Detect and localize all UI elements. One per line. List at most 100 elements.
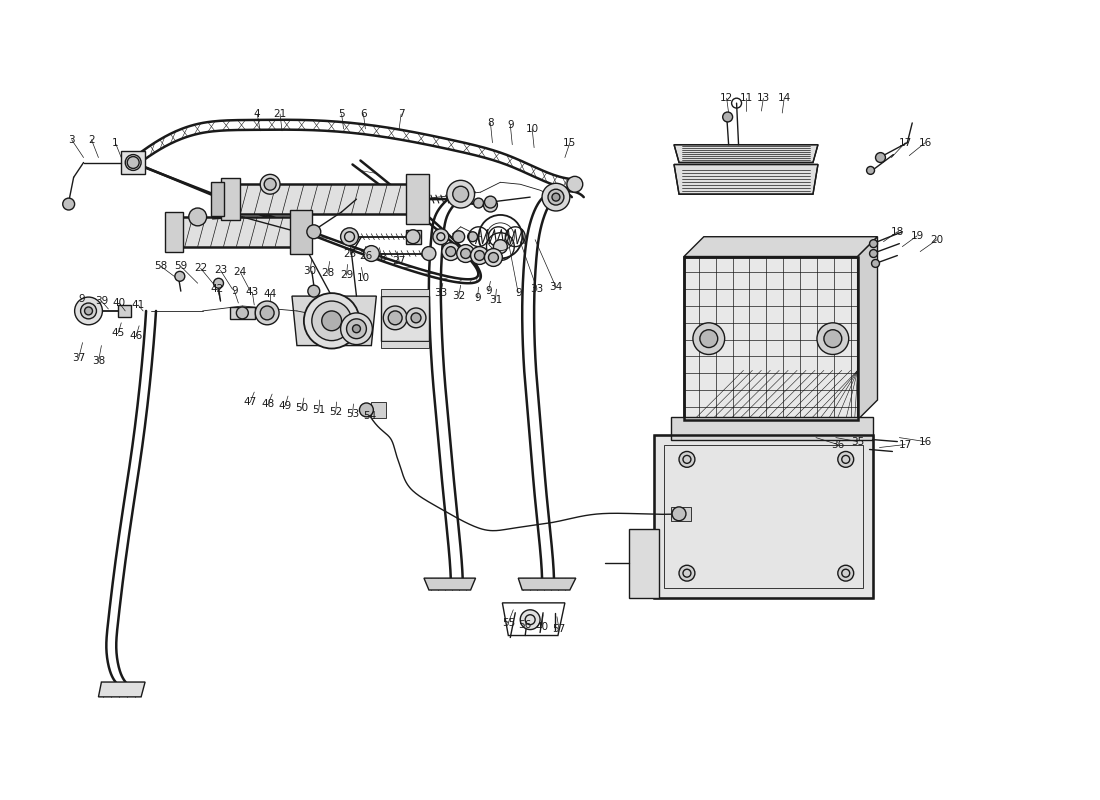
Text: 41: 41 xyxy=(132,300,145,310)
Circle shape xyxy=(304,293,360,349)
Polygon shape xyxy=(674,165,818,194)
Text: 3: 3 xyxy=(68,134,75,145)
Circle shape xyxy=(411,313,421,323)
Circle shape xyxy=(471,246,488,265)
Text: 49: 49 xyxy=(278,401,292,411)
Circle shape xyxy=(871,259,880,267)
Text: 56: 56 xyxy=(518,620,531,630)
Polygon shape xyxy=(165,212,183,251)
Circle shape xyxy=(213,278,223,288)
Text: 42: 42 xyxy=(211,284,224,294)
Polygon shape xyxy=(372,402,386,418)
Polygon shape xyxy=(406,230,421,244)
Text: 33: 33 xyxy=(530,284,543,294)
Text: 15: 15 xyxy=(563,138,576,148)
Circle shape xyxy=(474,250,484,261)
Text: 47: 47 xyxy=(244,397,257,407)
Text: 38: 38 xyxy=(91,357,106,366)
Text: 31: 31 xyxy=(488,295,502,305)
Circle shape xyxy=(383,306,407,330)
Text: 44: 44 xyxy=(264,289,277,299)
Text: 8: 8 xyxy=(379,254,386,263)
Polygon shape xyxy=(220,178,241,220)
Text: 37: 37 xyxy=(72,354,85,363)
Polygon shape xyxy=(119,305,131,317)
Polygon shape xyxy=(178,217,292,246)
Text: 58: 58 xyxy=(154,262,167,271)
Text: 10: 10 xyxy=(356,274,370,283)
Circle shape xyxy=(456,245,474,262)
Circle shape xyxy=(341,228,359,246)
Text: 53: 53 xyxy=(345,409,359,419)
Circle shape xyxy=(520,610,540,630)
Circle shape xyxy=(700,330,717,347)
Polygon shape xyxy=(382,296,429,341)
Polygon shape xyxy=(858,237,878,420)
Circle shape xyxy=(484,196,496,208)
Polygon shape xyxy=(424,578,475,590)
Circle shape xyxy=(824,330,842,347)
Circle shape xyxy=(352,325,361,333)
Circle shape xyxy=(388,311,403,325)
Text: 23: 23 xyxy=(213,266,227,275)
Polygon shape xyxy=(290,210,311,254)
Circle shape xyxy=(552,198,564,210)
Circle shape xyxy=(461,249,471,258)
Circle shape xyxy=(453,186,469,202)
Text: 29: 29 xyxy=(340,270,353,280)
Text: 6: 6 xyxy=(360,109,366,119)
Polygon shape xyxy=(230,307,255,319)
Circle shape xyxy=(488,253,498,262)
Text: 9: 9 xyxy=(78,294,85,304)
Text: 14: 14 xyxy=(778,93,791,103)
Circle shape xyxy=(189,208,207,226)
Circle shape xyxy=(870,250,878,258)
Circle shape xyxy=(870,240,878,248)
Polygon shape xyxy=(684,257,858,420)
Circle shape xyxy=(341,313,373,345)
Text: 33: 33 xyxy=(434,288,448,298)
Circle shape xyxy=(838,451,854,467)
Text: 8: 8 xyxy=(487,118,494,128)
Circle shape xyxy=(566,176,583,192)
Text: 24: 24 xyxy=(233,267,248,278)
Circle shape xyxy=(363,246,379,262)
Circle shape xyxy=(311,301,352,341)
Polygon shape xyxy=(98,682,145,697)
Text: 5: 5 xyxy=(339,109,345,119)
Text: 18: 18 xyxy=(891,226,904,237)
Polygon shape xyxy=(629,529,659,598)
Circle shape xyxy=(484,249,503,266)
Text: 54: 54 xyxy=(363,411,376,421)
Circle shape xyxy=(867,166,875,174)
Circle shape xyxy=(129,158,138,166)
Text: 10: 10 xyxy=(526,124,539,134)
Text: 16: 16 xyxy=(918,437,932,446)
Polygon shape xyxy=(232,184,421,214)
Circle shape xyxy=(548,190,564,205)
Text: 9: 9 xyxy=(485,286,492,296)
Circle shape xyxy=(406,308,426,328)
Circle shape xyxy=(542,183,570,211)
Text: 59: 59 xyxy=(174,262,187,271)
Circle shape xyxy=(63,198,75,210)
Text: 16: 16 xyxy=(918,138,932,148)
Circle shape xyxy=(679,566,695,581)
Text: 17: 17 xyxy=(899,439,912,450)
Circle shape xyxy=(236,307,249,319)
Circle shape xyxy=(876,153,886,162)
Circle shape xyxy=(672,507,686,521)
Text: 43: 43 xyxy=(245,287,258,297)
Circle shape xyxy=(80,303,97,319)
Polygon shape xyxy=(654,434,872,598)
Text: 9: 9 xyxy=(474,293,481,303)
Text: 30: 30 xyxy=(304,266,317,276)
Text: 21: 21 xyxy=(274,109,287,119)
Text: 4: 4 xyxy=(254,109,261,119)
Text: 19: 19 xyxy=(911,230,924,241)
Text: 52: 52 xyxy=(329,407,342,417)
Polygon shape xyxy=(518,578,575,590)
Text: 22: 22 xyxy=(194,263,207,274)
Text: 40: 40 xyxy=(112,298,125,308)
Circle shape xyxy=(552,193,560,201)
